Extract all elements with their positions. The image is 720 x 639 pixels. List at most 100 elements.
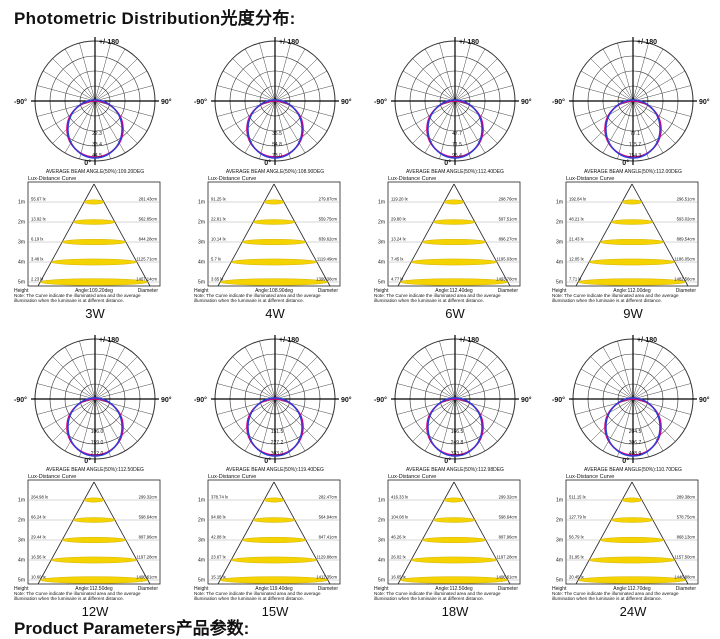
power-label: 4W	[265, 306, 285, 321]
distance-label: 5m	[378, 578, 385, 584]
beam-angle-text: AVERAGE BEAM ANGLE(50%):112.00DEG	[584, 169, 682, 175]
distance-label: 1m	[556, 200, 563, 206]
distance-label: 3m	[378, 240, 385, 246]
illumination-ellipse	[61, 238, 127, 245]
lux-distance-chart	[387, 181, 521, 287]
note-line: illumination when the luminaire is at di…	[194, 596, 304, 601]
illumination-ellipse	[230, 556, 318, 564]
polar-value-label: 33.4	[92, 142, 102, 148]
lux-value: 104.08 lx	[391, 515, 409, 520]
photometric-panel: +/-180 -90° 90° 0° 77.1 115.7 154.3 AVERAGE BEA…	[548, 34, 718, 334]
photometric-figure: +/-180 -90° 90° 0° 106.0 159.0 212.0 AVERAGE BE…	[14, 335, 172, 601]
polar-label-right: 90°	[341, 396, 352, 404]
illumination-ellipse	[72, 517, 116, 523]
illumination-ellipse	[588, 556, 676, 564]
lux-title: Lux-Distance Curve	[566, 474, 614, 480]
polar-value-label: 166.5	[451, 429, 464, 435]
power-label: 3W	[85, 306, 105, 321]
angle-label: Angle:112.50deg	[435, 586, 473, 592]
lux-distance-chart	[565, 479, 699, 585]
illumination-ellipse	[599, 238, 665, 245]
photometric-panel: +/-180 -90° 90° 0° 106.0 159.0 212.0 AVERAGE BE…	[10, 332, 180, 632]
diameter-value: 598.64cm	[499, 515, 518, 520]
diameter-value: 1412.35cm	[316, 575, 337, 580]
lux-value: 4.77 lx	[391, 277, 404, 282]
illumination-ellipse	[263, 497, 285, 503]
diameter-label: Diameter	[318, 586, 339, 592]
polar-label-right: 90°	[521, 396, 532, 404]
polar-diagram	[31, 335, 159, 463]
illumination-ellipse	[230, 258, 318, 266]
polar-label-top: +/-180	[279, 39, 299, 46]
lux-value: 22.81 lx	[211, 217, 227, 222]
polar-label-right: 90°	[699, 98, 710, 106]
illumination-ellipse	[410, 258, 498, 266]
photometric-panel: +/-180 -90° 90° 0° 47.7 71.5 95.4 AVERAGE BEAM …	[370, 34, 540, 334]
distance-label: 3m	[378, 538, 385, 544]
lux-value: 42.08 lx	[211, 535, 227, 540]
lux-value: 91.25 lx	[211, 197, 227, 202]
distance-label: 4m	[198, 558, 205, 564]
distance-label: 1m	[198, 498, 205, 504]
beam-angle-text: AVERAGE BEAM ANGLE(50%):112.98DEG	[406, 467, 504, 473]
polar-label-top: +/-180	[637, 39, 657, 46]
illumination-ellipse	[241, 536, 307, 543]
diameter-value: 1125.71cm	[137, 257, 158, 262]
section-title: Product Parameters产品参数:	[14, 619, 250, 638]
lux-distance-chart	[387, 479, 521, 585]
illumination-ellipse	[83, 199, 105, 205]
photometric-figure: +/-180 -90° 90° 0° 36.5 54.8 73.0 AVERAGE BEAM …	[194, 37, 352, 303]
polar-label-top: +/-180	[279, 337, 299, 344]
distance-label: 3m	[198, 538, 205, 544]
lux-value: 264.98 lx	[31, 495, 49, 500]
diameter-value: 868.13cm	[677, 535, 696, 540]
lux-title: Lux-Distance Curve	[388, 474, 436, 480]
distance-label: 1m	[378, 498, 385, 504]
diameter-value: 897.96cm	[499, 535, 518, 540]
distance-label: 2m	[198, 518, 205, 524]
distance-label: 1m	[18, 200, 25, 206]
note-line: Note: The Curve indicate the illuminated…	[194, 293, 321, 298]
distance-label: 1m	[556, 498, 563, 504]
diameter-value: 1157.50cm	[675, 555, 696, 560]
distribution-curve-c90	[605, 99, 661, 159]
lux-frame	[27, 479, 161, 585]
angle-label: Angle:112.40deg	[435, 288, 473, 294]
distance-label: 1m	[378, 200, 385, 206]
illumination-ellipse	[39, 278, 149, 286]
lux-value: 94.68 lx	[211, 515, 227, 520]
distance-label: 4m	[198, 260, 205, 266]
note-line: Note: The Curve indicate the illuminated…	[194, 591, 321, 596]
diameter-value: 844.28cm	[139, 237, 158, 242]
distribution-curve-c0	[66, 398, 124, 456]
lux-value: 21.43 lx	[569, 237, 585, 242]
illumination-ellipse	[432, 219, 476, 225]
lux-title: Lux-Distance Curve	[28, 474, 76, 480]
beam-angle-text: AVERAGE BEAM ANGLE(50%):119.40DEG	[226, 467, 324, 473]
distance-label: 2m	[556, 518, 563, 524]
polar-diagram	[391, 37, 519, 165]
distance-label: 3m	[556, 538, 563, 544]
diameter-value: 897.96cm	[139, 535, 158, 540]
lux-value: 29.80 lx	[391, 217, 407, 222]
lux-distance-chart	[27, 479, 161, 585]
polar-label-right: 90°	[341, 98, 352, 106]
diameter-value: 1496.61cm	[496, 575, 517, 580]
distance-label: 5m	[18, 578, 25, 584]
polar-label-right: 90°	[521, 98, 532, 106]
diameter-value: 1407.14cm	[136, 277, 157, 282]
diameter-value: 1399.36cm	[316, 277, 337, 282]
distribution-curve-c90	[427, 397, 483, 457]
height-label: Height	[194, 586, 209, 592]
angle-label: Angle:109.20deg	[75, 288, 113, 294]
lux-frame	[27, 181, 161, 287]
diameter-label: Diameter	[676, 288, 697, 294]
polar-label-bottom: 0°	[264, 159, 271, 167]
lux-distance-chart	[207, 181, 341, 287]
polar-label-top: +/-180	[99, 337, 119, 344]
polar-diagram	[211, 335, 339, 463]
angle-label: Angle:119.40deg	[255, 586, 293, 592]
polar-label-bottom: 0°	[264, 457, 271, 465]
distance-label: 2m	[378, 518, 385, 524]
distance-label: 4m	[378, 558, 385, 564]
